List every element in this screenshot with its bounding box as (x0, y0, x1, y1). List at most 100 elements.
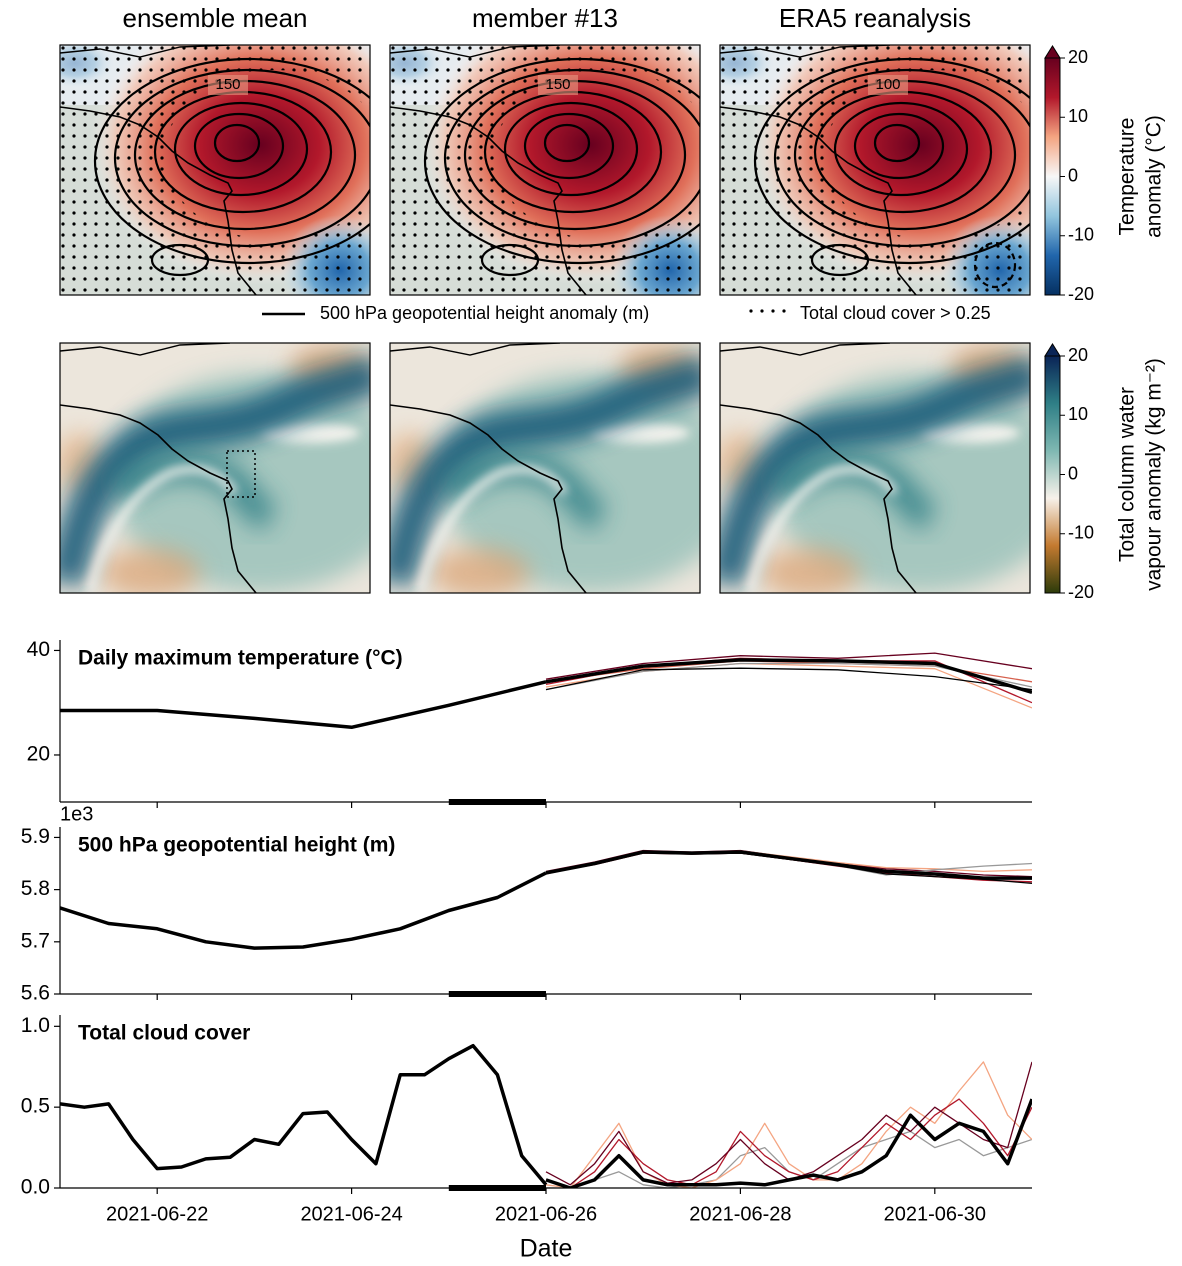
coastline (390, 404, 587, 593)
moisture-plume (439, 450, 608, 532)
label-halo (538, 75, 578, 95)
map-panel: 150 (390, 45, 700, 295)
y-tick-label: 40 (27, 638, 50, 661)
height-contour-negative (973, 241, 1017, 289)
series-line (545, 652, 1032, 680)
colorbar-tick-label: 20 (1068, 47, 1088, 67)
height-contour (93, 57, 370, 265)
colorbar-tick-label: -10 (1068, 523, 1094, 543)
series-line (545, 851, 1032, 876)
colorbar-tick-label: 10 (1068, 106, 1088, 126)
height-contour (873, 123, 921, 163)
colorbar-label: anomaly (°C) (1143, 115, 1166, 238)
region-box (226, 450, 256, 498)
height-contour (443, 68, 700, 248)
map-frame (719, 342, 1031, 594)
coastline (390, 45, 561, 58)
colorbar (1044, 355, 1061, 594)
colorbar-tick-label: -10 (1068, 225, 1094, 245)
contour-label: 150 (215, 76, 240, 93)
map-panel (60, 343, 370, 593)
colorbar-tick-label: 0 (1068, 165, 1078, 185)
height-contour (193, 112, 285, 180)
y-tick-label: 20 (27, 743, 50, 766)
height-contour (213, 123, 261, 163)
series-line (545, 849, 1032, 878)
height-contour (113, 68, 370, 248)
y-tick-label: 0.0 (21, 1176, 50, 1199)
coastline (60, 45, 231, 58)
x-axis-label: Date (520, 1235, 573, 1263)
height-contour (173, 101, 309, 197)
panel-title: Daily maximum temperature (°C) (78, 647, 403, 670)
map-frame (389, 342, 701, 594)
dry-region (760, 548, 860, 593)
height-contour (833, 101, 969, 197)
map-frame (59, 342, 371, 594)
y-tick-label: 5.8 (21, 877, 50, 900)
y-tick-label: 1.0 (21, 1014, 50, 1037)
map-panel (720, 343, 1030, 593)
colorbar-extend (1044, 45, 1061, 59)
height-contour (773, 68, 1030, 248)
coastline (60, 106, 257, 295)
y-tick-label: 5.6 (21, 982, 50, 1005)
map-title: ERA5 reanalysis (779, 3, 971, 33)
coastline (720, 343, 891, 356)
series-line (60, 680, 547, 730)
legend-label: 500 hPa geopotential height anomaly (m) (320, 303, 649, 323)
coastline (390, 343, 561, 356)
dry-region (920, 423, 1020, 443)
offset-label: 1e3 (60, 803, 93, 825)
coastline (720, 404, 917, 593)
label-halo (208, 75, 248, 95)
height-contour (543, 123, 591, 163)
y-tick-label: 5.9 (21, 825, 50, 848)
series-line (545, 1061, 1032, 1188)
map-title: ensemble mean (123, 3, 308, 33)
colorbar-label: Temperature (1116, 118, 1139, 236)
series-line (545, 1098, 1032, 1188)
x-tick-label: 2021-06-26 (495, 1203, 597, 1225)
legend-stipple-sample (742, 308, 786, 320)
height-contour (503, 101, 639, 197)
x-tick-label: 2021-06-24 (300, 1203, 402, 1225)
series-line (545, 1098, 1032, 1188)
dry-region (590, 423, 690, 443)
dry-region (260, 423, 360, 443)
x-tick-label: 2021-06-22 (106, 1203, 208, 1225)
series-line (60, 871, 547, 950)
coastline (60, 404, 257, 593)
colorbar-tick-label: 0 (1068, 463, 1078, 483)
map-panel: 150 (60, 45, 370, 295)
panel-title: 500 hPa geopotential height (m) (78, 834, 395, 857)
x-tick-label: 2021-06-30 (884, 1203, 986, 1225)
colorbar-label: vapour anomaly (kg m⁻²) (1143, 358, 1166, 591)
coastline (720, 106, 917, 295)
coastline (390, 106, 587, 295)
map-panel (390, 343, 700, 593)
height-contour (523, 112, 615, 180)
height-contour (480, 243, 540, 277)
colorbar-extend (1044, 343, 1061, 357)
series-line (545, 850, 1032, 880)
colorbar-tick-label: -20 (1068, 582, 1094, 602)
x-tick-label: 2021-06-28 (689, 1203, 791, 1225)
colorbar (1044, 57, 1061, 296)
moisture-plume (769, 450, 938, 532)
colorbar-tick-label: 10 (1068, 404, 1088, 424)
moisture-plume (60, 355, 370, 588)
contour-label: 100 (875, 76, 900, 93)
map-panel: 100 (720, 45, 1030, 295)
moisture-plume (720, 355, 1030, 588)
map-frame (59, 44, 371, 296)
height-contour (150, 243, 210, 277)
height-contour (853, 112, 945, 180)
coastline (720, 45, 891, 58)
moisture-plume (109, 450, 278, 532)
colorbar-tick-label: -20 (1068, 284, 1094, 304)
y-tick-label: 0.5 (21, 1095, 50, 1118)
series-line (545, 658, 1032, 694)
panel-title: Total cloud cover (78, 1022, 250, 1045)
